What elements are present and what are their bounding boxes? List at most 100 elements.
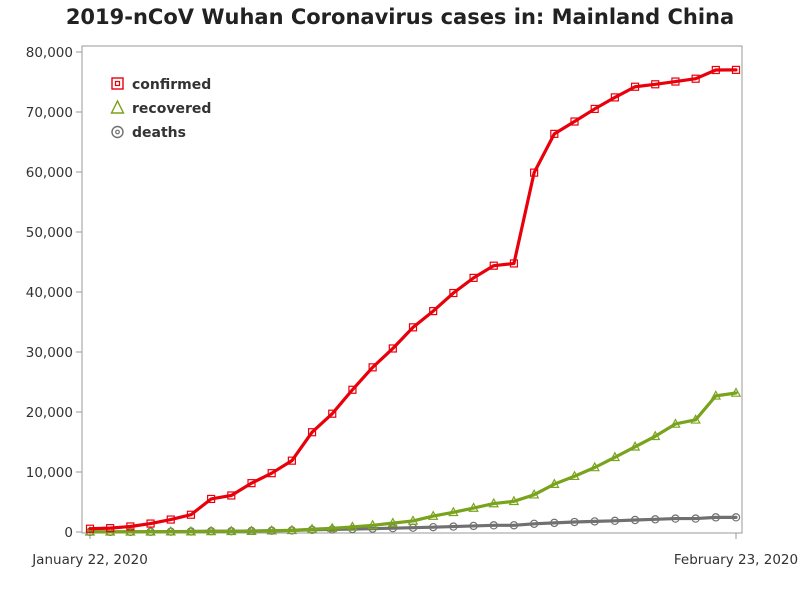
data-point-confirmed	[570, 117, 579, 126]
data-point-recovered	[508, 495, 520, 506]
data-point-deaths	[449, 522, 458, 531]
data-point-deaths	[550, 518, 559, 528]
data-point-deaths	[590, 517, 599, 526]
data-point-confirmed	[348, 385, 357, 394]
data-point-confirmed	[408, 323, 418, 332]
data-point-deaths	[630, 515, 640, 525]
data-point-confirmed	[469, 273, 478, 282]
y-tick-label: 40,000	[26, 285, 73, 301]
y-tick-label: 50,000	[26, 225, 73, 241]
data-point-confirmed	[691, 74, 700, 83]
data-point-recovered	[589, 461, 600, 472]
data-point-recovered	[407, 515, 419, 525]
data-point-recovered	[185, 525, 197, 536]
series-layer	[84, 65, 742, 537]
data-point-confirmed	[85, 524, 95, 533]
data-point-deaths	[711, 513, 721, 522]
data-point-deaths	[509, 521, 519, 530]
series-recovered	[84, 387, 742, 536]
y-tick-label: 20,000	[26, 405, 73, 421]
data-point-recovered	[569, 470, 580, 481]
data-point-recovered	[347, 521, 358, 531]
data-point-confirmed	[489, 261, 498, 270]
data-point-confirmed	[711, 65, 720, 75]
data-point-confirmed	[307, 428, 317, 437]
data-point-recovered	[165, 525, 176, 536]
data-point-recovered	[629, 441, 641, 451]
data-point-recovered	[609, 451, 621, 462]
data-point-deaths	[691, 514, 700, 523]
data-point-recovered	[387, 517, 399, 527]
data-point-recovered	[690, 414, 701, 424]
x-tick-label: January 22, 2020	[31, 552, 148, 568]
data-point-recovered	[266, 524, 277, 535]
data-point-recovered	[367, 519, 378, 530]
data-point-confirmed	[247, 479, 256, 488]
data-point-confirmed	[267, 469, 276, 478]
series-line-confirmed	[88, 68, 738, 531]
data-point-recovered	[306, 523, 318, 534]
data-point-confirmed	[671, 77, 680, 86]
data-point-confirmed	[630, 82, 640, 91]
data-point-deaths	[428, 522, 438, 532]
y-tick-label: 10,000	[26, 465, 73, 481]
data-point-recovered	[205, 525, 217, 536]
x-tick-label: February 23, 2020	[674, 552, 798, 568]
y-tick-label: 70,000	[26, 105, 73, 121]
data-point-recovered	[549, 478, 560, 488]
data-point-recovered	[528, 488, 540, 499]
legend-item-recovered: recovered	[110, 99, 211, 117]
y-tick-label: 30,000	[26, 345, 73, 361]
data-point-recovered	[730, 387, 742, 397]
data-point-confirmed	[126, 522, 135, 531]
data-point-confirmed	[166, 515, 175, 524]
data-point-confirmed	[429, 307, 438, 316]
data-point-deaths	[610, 516, 620, 526]
legend-marker-inner	[115, 129, 120, 135]
series-line-recovered	[88, 391, 738, 534]
data-point-recovered	[448, 506, 459, 517]
data-point-recovered	[286, 524, 298, 535]
y-tick-label: 80,000	[26, 45, 73, 61]
data-point-confirmed	[651, 80, 660, 89]
data-point-confirmed	[186, 510, 196, 519]
data-point-confirmed	[388, 344, 397, 353]
data-point-confirmed	[610, 93, 619, 102]
data-point-confirmed	[146, 519, 155, 528]
data-point-confirmed	[550, 129, 559, 138]
data-point-recovered	[670, 418, 681, 428]
data-point-confirmed	[509, 259, 519, 268]
legend-marker	[110, 99, 125, 114]
y-axis: 0 10,000 20,000 30,000 40,000 50,000 60,000 70,…	[26, 45, 82, 541]
legend-item-deaths: deaths	[111, 125, 186, 141]
data-point-recovered	[468, 502, 479, 512]
data-point-recovered	[226, 525, 237, 536]
data-point-recovered	[246, 525, 257, 535]
y-tick-label: 0	[64, 525, 73, 541]
chart-title: 2019-nCoV Wuhan Coronavirus cases in: Ma…	[66, 5, 734, 29]
data-point-recovered	[488, 497, 499, 508]
data-point-confirmed	[530, 168, 539, 177]
x-axis: January 22, 2020 February 23, 2020	[31, 533, 798, 568]
y-tick-label: 60,000	[26, 165, 73, 181]
data-point-deaths	[671, 514, 680, 523]
legend: confirmed recovered deaths	[110, 77, 211, 141]
data-point-confirmed	[368, 363, 377, 372]
data-point-recovered	[650, 430, 661, 441]
data-point-deaths	[651, 515, 660, 524]
data-point-recovered	[145, 526, 156, 536]
legend-marker-inner	[114, 80, 121, 87]
legend-label: deaths	[132, 125, 186, 141]
data-point-confirmed	[590, 104, 599, 114]
legend-item-confirmed: confirmed	[111, 77, 211, 93]
data-point-deaths	[489, 521, 498, 530]
data-point-recovered	[84, 526, 96, 536]
legend-marker	[111, 77, 124, 90]
data-point-confirmed	[287, 456, 296, 465]
data-point-deaths	[731, 513, 741, 522]
legend-marker	[111, 125, 124, 139]
legend-label: recovered	[132, 101, 211, 117]
data-point-recovered	[427, 510, 439, 520]
data-point-confirmed	[449, 288, 458, 298]
